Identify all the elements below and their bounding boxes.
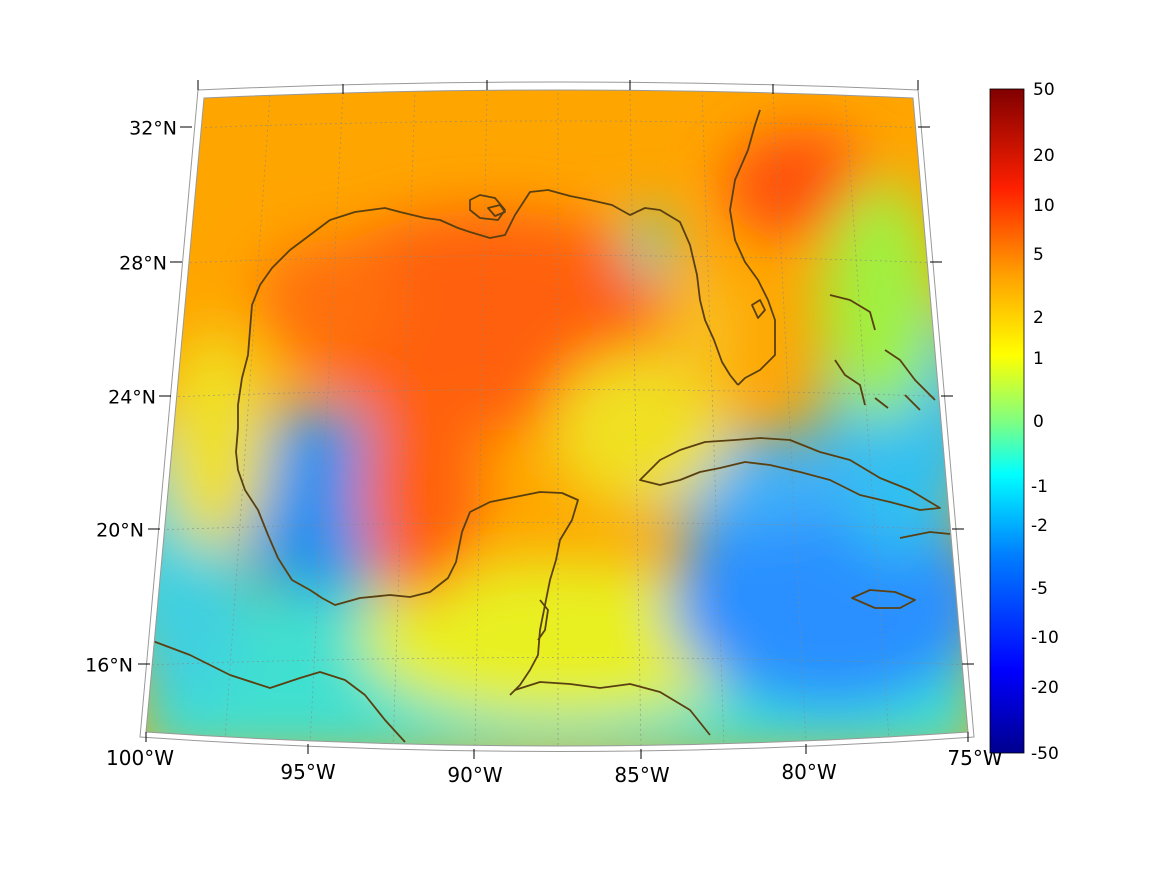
field-layer: [146, 90, 968, 746]
colorbar-label-neg5: -5: [1031, 579, 1048, 599]
lon-label-90w: 90°W: [447, 763, 502, 787]
coastline-yucatan-islands: [537, 599, 549, 641]
field-patch: [360, 380, 480, 600]
colorbar-label-1: 1: [1033, 349, 1044, 369]
graticule-parallel: [179, 255, 941, 264]
graticule-parallel: [156, 522, 963, 531]
field-patch: [820, 180, 940, 420]
coastline-hispaniola: [899, 531, 951, 539]
map-frame-inner: [145, 89, 969, 747]
colorbar-ticks: 50 20 10 5 2 1 0 -1 -2 -5 -10 -20 -50: [1031, 80, 1059, 764]
field-patch: [725, 130, 875, 240]
coastline-gulf: [235, 109, 776, 696]
colorbar-label-neg1: -1: [1031, 477, 1048, 497]
field-patch: [628, 210, 672, 280]
lat-label-24n: 24°N: [108, 387, 156, 409]
field-patch: [660, 270, 740, 390]
graticule-parallel: [189, 120, 929, 129]
graticule-meridian: [474, 90, 488, 746]
latitude-axis: 32°N 28°N 24°N 20°N 16°N: [85, 118, 974, 677]
colorbar-label-20: 20: [1033, 146, 1055, 166]
colorbar-label-10: 10: [1033, 196, 1055, 216]
colorbar-label-50: 50: [1033, 80, 1055, 100]
coastline-lake-pontchartrain: [487, 204, 506, 217]
field-patch: [360, 560, 760, 720]
graticule-meridian: [629, 90, 642, 746]
field-patch: [260, 240, 400, 360]
lat-label-16n: 16°N: [85, 655, 133, 677]
coastline-mississippi-delta: [469, 194, 506, 221]
coastlines: [149, 109, 951, 743]
map-frame: [139, 81, 975, 752]
colorbar-label-neg50: -50: [1031, 744, 1059, 764]
coastline-bahamas: [829, 294, 936, 411]
colorbar-label-2: 2: [1033, 308, 1044, 328]
colorbar-gradient: [989, 88, 1025, 754]
lon-label-95w: 95°W: [280, 760, 335, 784]
lat-label-20n: 20°N: [96, 520, 144, 542]
colorbar-label-neg20: -20: [1031, 678, 1059, 698]
lat-label-28n: 28°N: [119, 253, 167, 275]
lon-label-100w: 100°W: [106, 746, 174, 770]
longitude-axis: 100°W 95°W 90°W 85°W 80°W 75°W: [106, 80, 1003, 787]
lon-label-80w: 80°W: [781, 760, 836, 784]
colorbar-label-neg2: -2: [1031, 516, 1048, 536]
coastline-central-america: [149, 639, 711, 743]
field-patch: [160, 330, 270, 550]
graticule-meridian: [309, 91, 344, 746]
colorbar-label-0: 0: [1033, 412, 1044, 432]
graticule-parallel: [167, 389, 953, 398]
coastline-lake-okeechobee: [751, 299, 766, 319]
coastline-jamaica: [851, 589, 916, 609]
field-patch: [235, 405, 405, 595]
colorbar-label-5: 5: [1033, 245, 1044, 265]
lat-label-32n: 32°N: [129, 118, 177, 140]
map-frame-outer: [139, 81, 975, 752]
colorbar: 50 20 10 5 2 1 0 -1 -2 -5 -10 -20 -50: [989, 80, 1059, 764]
lon-label-85w: 85°W: [614, 763, 669, 787]
graticule-parallel: [146, 657, 968, 666]
coastline-cuba: [639, 437, 941, 511]
graticule: [146, 90, 968, 746]
graticule-meridian: [772, 91, 807, 746]
field-patch: [550, 350, 730, 510]
colorbar-label-neg10: -10: [1031, 628, 1059, 648]
